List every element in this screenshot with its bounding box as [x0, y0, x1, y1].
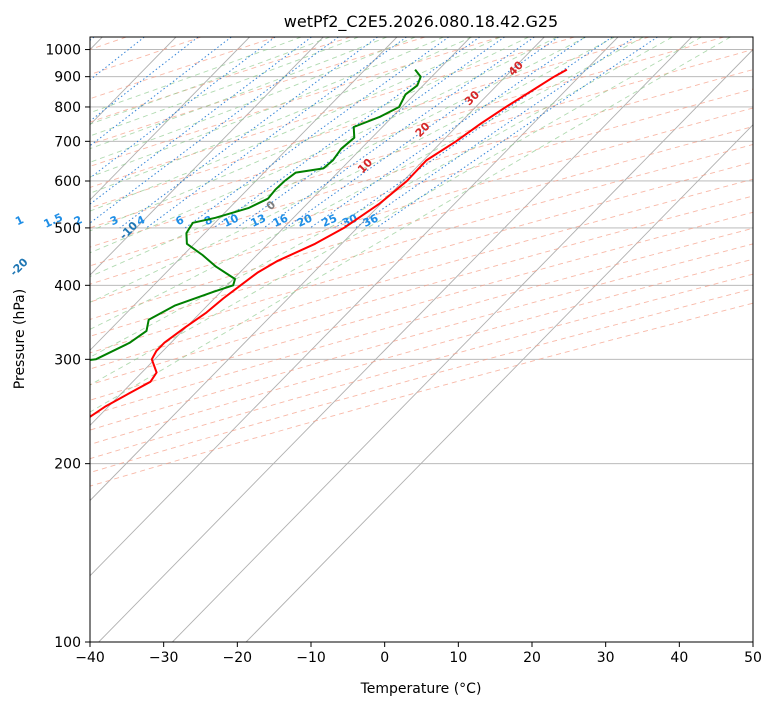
y-tick-label: 200 — [54, 457, 81, 473]
y-tick-label: 900 — [54, 70, 81, 86]
isotherm-line — [90, 37, 545, 502]
x-tick-label: 20 — [523, 650, 541, 666]
mixing-ratio-line — [119, 37, 378, 229]
dry-adiabat-line — [90, 243, 753, 431]
sounding-series — [90, 68, 568, 419]
x-tick-label: 40 — [670, 650, 688, 666]
mixing-ratio-line — [263, 37, 535, 229]
temperature-profile-line — [90, 68, 568, 419]
isotherm-line — [90, 37, 250, 201]
x-tick-label: −10 — [296, 650, 326, 666]
isotherm-line — [172, 48, 753, 642]
mixing-ratio-line — [334, 37, 613, 229]
moist-adiabat-line — [90, 37, 416, 163]
mixing-ratio-label: 13 — [249, 212, 268, 230]
mixing-ratio-line — [90, 37, 312, 205]
moist-adiabat-line — [90, 37, 615, 303]
dry-adiabat-line — [90, 161, 753, 354]
moist-adiabat-line — [90, 37, 644, 330]
dry-adiabat-line — [90, 49, 753, 248]
axes: −40 −30 −20 −10 0 10 20 30 40 50 100 200 300 400 500 60… — [45, 43, 762, 666]
y-tick-label: 600 — [54, 174, 81, 190]
x-tick-label: 10 — [449, 650, 467, 666]
mixing-ratio-line — [90, 37, 232, 147]
mixing-ratio-label: 25 — [320, 212, 339, 230]
dry-adiabat-line — [90, 88, 753, 285]
x-tick-label: −40 — [75, 650, 105, 666]
mixing-ratio-line — [213, 37, 481, 229]
moist-adiabat-line — [90, 37, 388, 150]
plot-frame — [89, 36, 754, 643]
y-tick-label: 500 — [54, 221, 81, 237]
mixing-ratio-line — [146, 37, 407, 229]
mixing-ratio-line — [90, 37, 95, 41]
reference-lines — [90, 37, 753, 642]
dry-adiabat-line — [90, 288, 753, 474]
mixing-ratio-line — [184, 37, 449, 229]
mixing-ratio-line — [285, 37, 559, 229]
mixing-ratio-label: 1 — [13, 213, 25, 228]
moist-adiabat-line — [90, 37, 587, 278]
dry-adiabat-line — [90, 273, 753, 460]
dry-adiabat-line — [90, 37, 725, 229]
moist-adiabat-line — [90, 37, 501, 212]
isotherm-line — [90, 37, 619, 577]
moist-adiabat-line — [90, 37, 473, 194]
moist-adiabat-line — [90, 37, 302, 114]
x-tick-label: 30 — [597, 650, 615, 666]
y-tick-label: 300 — [54, 352, 81, 368]
mixing-ratio-label: 30 — [340, 211, 360, 229]
dry-adiabat-line — [90, 227, 753, 416]
mixing-ratio-label: 10 — [221, 211, 241, 229]
y-tick-label: 700 — [54, 134, 81, 150]
mixing-ratio-label: 20 — [295, 211, 315, 229]
x-tick-label: 50 — [744, 650, 762, 666]
isotherm-line — [90, 37, 324, 276]
moist-adiabat-line — [90, 37, 702, 386]
moist-adiabat-line — [90, 37, 731, 413]
x-axis-label: Temperature (°C) — [360, 681, 482, 697]
y-axis-label: Pressure (hPa) — [12, 289, 28, 389]
dry-adiabat-line — [90, 37, 650, 209]
mixing-ratio-label: 36 — [361, 211, 381, 229]
y-tick-label: 400 — [54, 278, 81, 294]
mixing-ratio-line — [90, 37, 276, 179]
x-tick-label: −20 — [223, 650, 253, 666]
dry-adiabat-label: -20 — [7, 255, 30, 278]
dry-adiabat-line — [90, 37, 575, 188]
chart-title: wetPf2_C2E5.2026.080.18.42.G25 — [284, 12, 558, 32]
mixing-ratio-label: 16 — [271, 211, 291, 229]
plot-background — [90, 37, 753, 642]
dry-adiabat-line — [90, 107, 753, 303]
mixing-ratio-line — [375, 37, 658, 229]
isotherm-line — [90, 37, 471, 427]
dry-adiabat-line — [90, 37, 501, 167]
x-tick-label: 0 — [380, 650, 389, 666]
dry-adiabat-line — [90, 144, 753, 337]
dry-adiabat-line — [90, 37, 351, 123]
y-tick-label: 100 — [54, 635, 81, 651]
x-tick-label: −30 — [149, 650, 179, 666]
isotherm-line — [98, 37, 692, 642]
y-tick-label: 800 — [54, 100, 81, 116]
moist-adiabat-line — [90, 37, 673, 358]
moist-adiabat-line — [90, 37, 558, 254]
moist-adiabat-line — [90, 37, 444, 178]
dewpoint-profile-line — [90, 68, 422, 361]
isotherm-line — [90, 37, 398, 351]
mixing-ratio-line — [236, 37, 505, 229]
isotherm-line — [245, 124, 753, 642]
y-tick-label: 1000 — [45, 43, 81, 59]
dry-adiabat-line — [90, 69, 753, 267]
